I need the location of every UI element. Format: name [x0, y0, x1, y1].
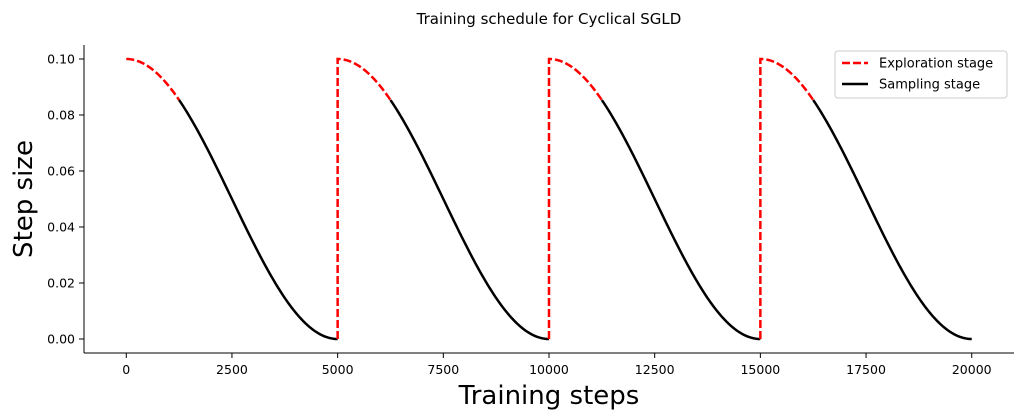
- y-tick-label: 0.04: [47, 220, 75, 235]
- x-axis-label: Training steps: [458, 381, 640, 411]
- chart-title: Training schedule for Cyclical SGLD: [416, 10, 682, 28]
- y-ticks: 0.00 0.02 0.04 0.06 0.08 0.10: [47, 52, 84, 347]
- x-tick-label: 7500: [427, 362, 459, 377]
- x-tick-label: 5000: [322, 362, 354, 377]
- legend-box: [834, 50, 1008, 99]
- y-tick-label: 0.10: [47, 52, 75, 67]
- sampling-segment-2: [389, 99, 550, 341]
- sampling-segment-4: [812, 99, 972, 341]
- x-ticks: 0 2500 5000 7500 10000 12500 15000 17500 20000: [122, 353, 992, 377]
- plot-lines: [126, 57, 972, 341]
- y-tick-label: 0.00: [47, 332, 75, 347]
- legend-label-exploration: Exploration stage: [879, 57, 993, 72]
- x-tick-label: 10000: [529, 362, 569, 377]
- y-tick-label: 0.06: [47, 164, 75, 179]
- y-axis-label: Step size: [9, 140, 39, 258]
- sampling-segment-1: [178, 99, 338, 341]
- x-tick-label: 15000: [740, 362, 780, 377]
- exploration-segment-3: [547, 57, 603, 339]
- exploration-segment-4: [759, 57, 815, 339]
- x-tick-label: 2500: [216, 362, 248, 377]
- exploration-segment-2: [336, 57, 392, 339]
- y-tick-label: 0.02: [47, 276, 75, 291]
- legend-label-sampling: Sampling stage: [879, 78, 980, 93]
- exploration-segment-1: [126, 57, 181, 101]
- y-tick-label: 0.08: [47, 108, 75, 123]
- sampling-segment-3: [600, 99, 761, 341]
- x-tick-label: 12500: [635, 362, 675, 377]
- x-tick-label: 0: [122, 362, 130, 377]
- x-tick-label: 17500: [846, 362, 886, 377]
- legend: Exploration stage Sampling stage: [834, 50, 1008, 99]
- x-tick-label: 20000: [952, 362, 992, 377]
